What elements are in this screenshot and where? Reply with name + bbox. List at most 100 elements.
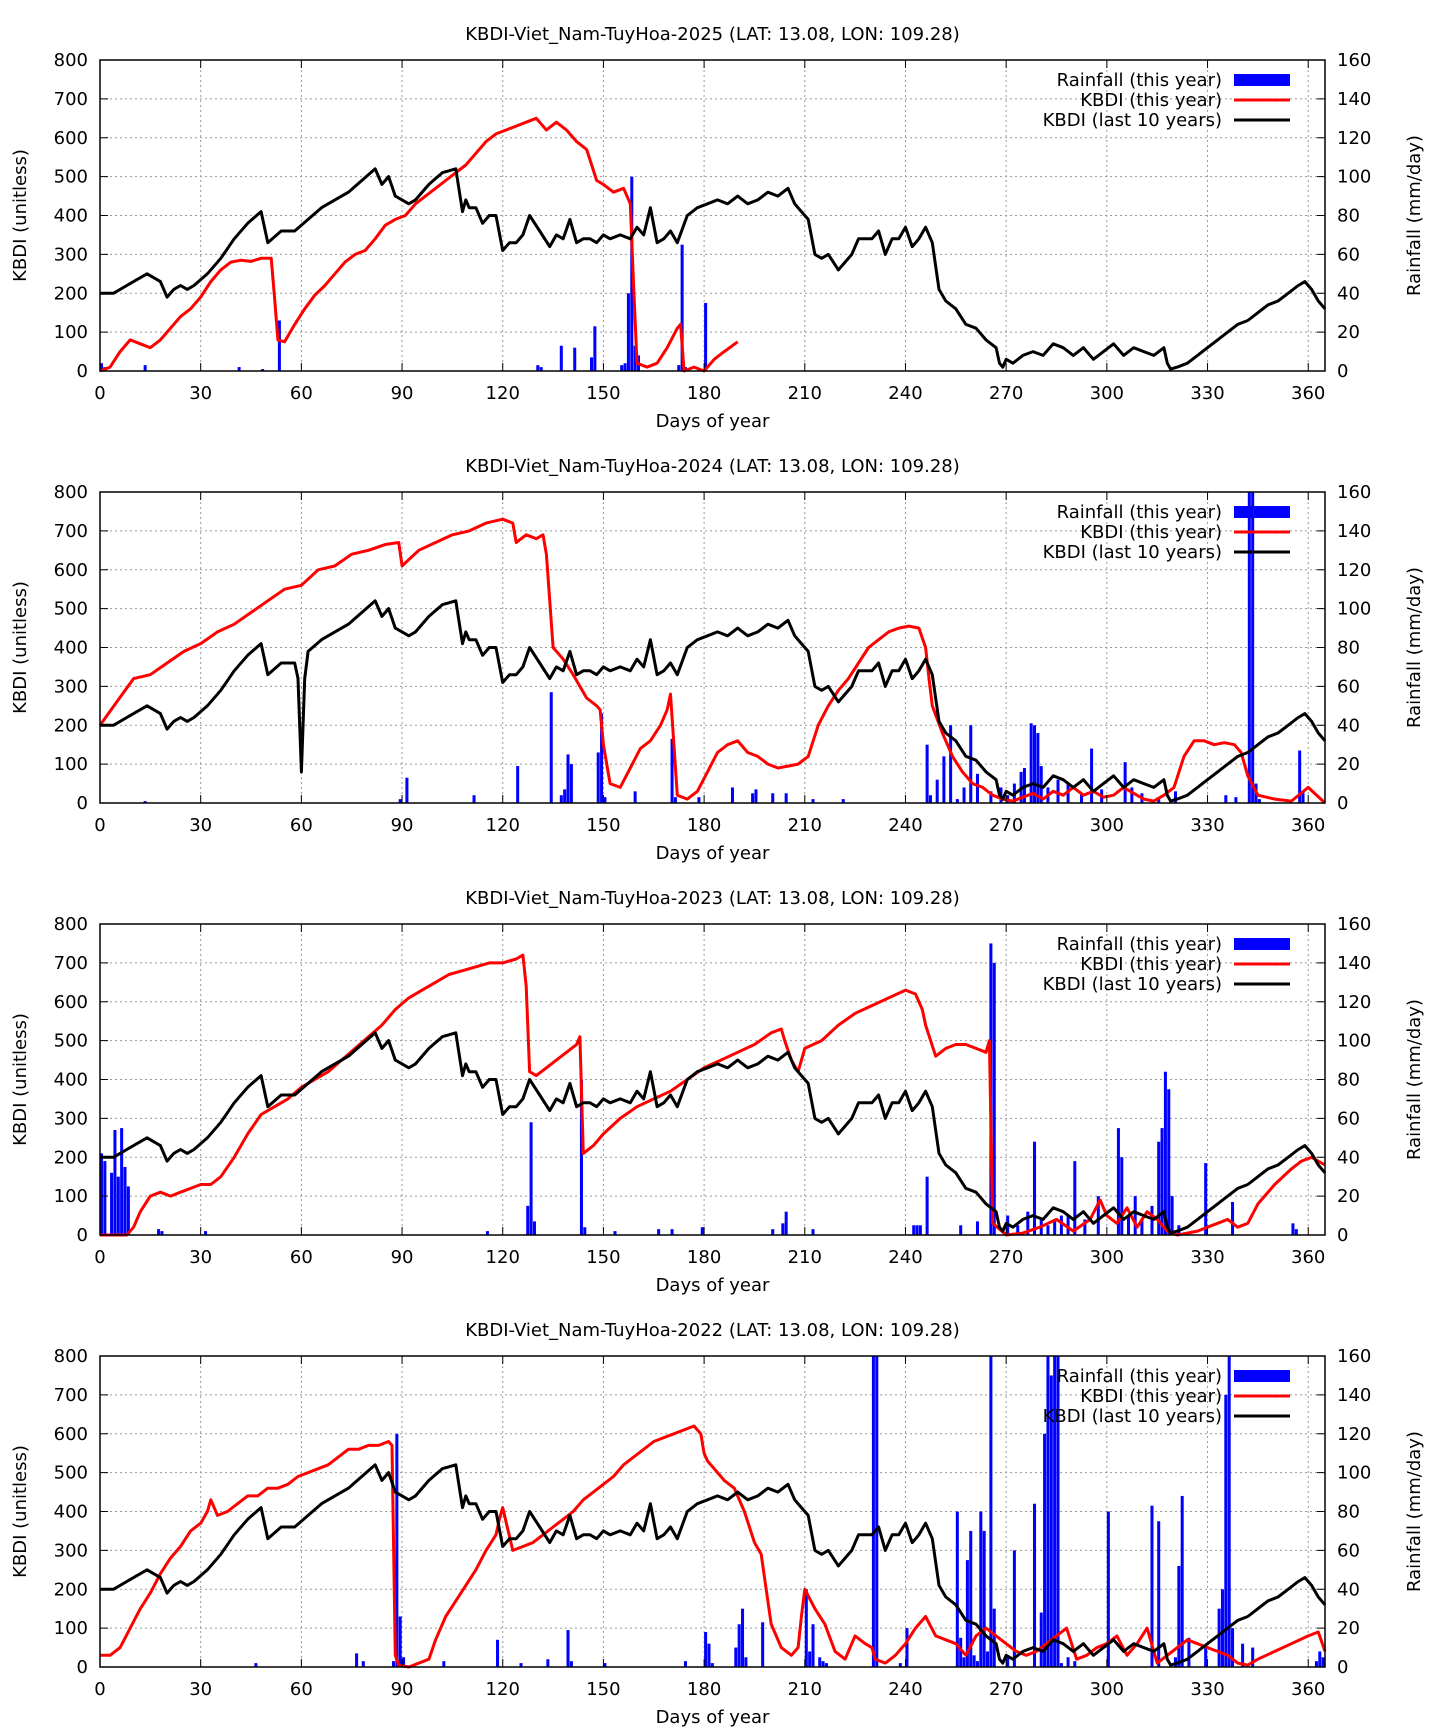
rainfall-bar bbox=[1012, 1550, 1016, 1667]
rainfall-bar bbox=[683, 1661, 687, 1667]
y-tick-label: 100 bbox=[54, 1618, 88, 1639]
y2-tick-label: 60 bbox=[1337, 244, 1360, 265]
rainfall-bar bbox=[737, 1624, 741, 1667]
rainfall-bar bbox=[1314, 1661, 1318, 1667]
x-tick-label: 240 bbox=[888, 815, 922, 836]
rainfall-bar bbox=[261, 369, 265, 371]
rainfall-bar bbox=[1046, 1225, 1050, 1235]
rainfall-bar bbox=[1106, 1511, 1110, 1667]
rainfall-bar bbox=[398, 1616, 402, 1667]
x-tick-label: 210 bbox=[788, 1247, 822, 1268]
rainfall-bar bbox=[677, 365, 681, 371]
x-tick-label: 210 bbox=[788, 815, 822, 836]
rainfall-bar bbox=[1318, 1651, 1322, 1667]
legend-label: KBDI (last 10 years) bbox=[1043, 542, 1222, 563]
rainfall-bar bbox=[741, 1608, 745, 1667]
legend: Rainfall (this year)KBDI (this year)KBDI… bbox=[1043, 502, 1290, 563]
y2-tick-label: 0 bbox=[1337, 1657, 1348, 1678]
x-tick-label: 360 bbox=[1291, 383, 1325, 404]
x-tick-label: 270 bbox=[989, 383, 1023, 404]
rainfall-bar bbox=[1140, 1219, 1144, 1235]
y-tick-label: 100 bbox=[54, 754, 88, 775]
y-tick-label: 100 bbox=[54, 1186, 88, 1207]
x-tick-label: 150 bbox=[586, 1679, 620, 1700]
rainfall-bar bbox=[734, 1647, 738, 1667]
rainfall-bar bbox=[962, 1657, 966, 1667]
y2-tick-label: 40 bbox=[1337, 715, 1360, 736]
rainfall-bar bbox=[975, 1221, 979, 1235]
rainfall-bar bbox=[710, 1663, 714, 1667]
y2-tick-label: 80 bbox=[1337, 638, 1360, 659]
y-tick-label: 400 bbox=[54, 1070, 88, 1091]
y-tick-label: 0 bbox=[77, 793, 88, 814]
rainfall-bar bbox=[1173, 791, 1177, 803]
rainfall-bar bbox=[1090, 748, 1094, 803]
y2-tick-label: 0 bbox=[1337, 1225, 1348, 1246]
kbdi-last-10-years-line bbox=[100, 1463, 1327, 1667]
rainfall-bar bbox=[935, 779, 939, 803]
rainfall-bar bbox=[157, 1229, 161, 1235]
rainfall-bar bbox=[949, 725, 953, 803]
rainfall-bar bbox=[391, 1661, 396, 1667]
x-tick-label: 360 bbox=[1291, 1679, 1325, 1700]
rainfall-bar bbox=[1204, 1163, 1208, 1235]
rainfall-bar bbox=[546, 1659, 550, 1667]
rainfall-bar bbox=[1224, 1394, 1228, 1667]
rainfall-bar bbox=[1150, 1505, 1154, 1667]
rainfall-bar bbox=[613, 1231, 617, 1235]
rainfall-bar bbox=[573, 347, 577, 371]
x-tick-label: 270 bbox=[989, 1679, 1023, 1700]
rainfall-bar bbox=[962, 787, 966, 803]
y-tick-label: 100 bbox=[54, 322, 88, 343]
rainfall-bar bbox=[804, 1589, 808, 1667]
rainfall-bar bbox=[1126, 1215, 1131, 1235]
y2-tick-label: 20 bbox=[1337, 322, 1360, 343]
x-tick-label: 30 bbox=[189, 383, 212, 404]
rainfall-bar bbox=[1083, 1219, 1087, 1235]
x-tick-label: 0 bbox=[94, 815, 105, 836]
legend: Rainfall (this year)KBDI (this year)KBDI… bbox=[1043, 70, 1290, 131]
x-tick-label: 300 bbox=[1090, 1247, 1124, 1268]
x-tick-label: 180 bbox=[687, 815, 721, 836]
x-tick-label: 300 bbox=[1090, 1679, 1124, 1700]
rainfall-bar bbox=[536, 365, 540, 371]
y2-tick-label: 160 bbox=[1337, 50, 1371, 71]
rainfall-bar bbox=[603, 797, 607, 803]
x-tick-label: 30 bbox=[189, 1247, 212, 1268]
rainfall-bar bbox=[143, 801, 147, 803]
rainfall-bar bbox=[871, 1356, 875, 1667]
y2-tick-label: 120 bbox=[1337, 992, 1371, 1013]
y-axis-label: KBDI (unitless) bbox=[10, 149, 31, 282]
rainfall-bar bbox=[1080, 793, 1084, 803]
x-tick-label: 30 bbox=[189, 815, 212, 836]
rainfall-bar bbox=[972, 1655, 976, 1667]
rainfall-bar bbox=[361, 1661, 365, 1667]
y2-tick-label: 140 bbox=[1337, 89, 1371, 110]
y-tick-label: 400 bbox=[54, 1502, 88, 1523]
legend-label: KBDI (this year) bbox=[1080, 1386, 1222, 1407]
legend-label: KBDI (this year) bbox=[1080, 522, 1222, 543]
rainfall-bar bbox=[1133, 1196, 1137, 1235]
x-tick-label: 240 bbox=[888, 1679, 922, 1700]
rainfall-bar bbox=[771, 1229, 775, 1235]
y-tick-label: 700 bbox=[54, 1385, 88, 1406]
y-tick-label: 800 bbox=[54, 482, 88, 503]
x-tick-label: 90 bbox=[391, 383, 414, 404]
x-tick-label: 120 bbox=[486, 1247, 520, 1268]
rainfall-bar bbox=[975, 1661, 979, 1667]
rainfall-bar bbox=[1251, 1647, 1255, 1667]
rainfall-bar bbox=[398, 799, 402, 803]
rainfall-bar bbox=[566, 1630, 570, 1667]
rainfall-bar bbox=[1220, 1589, 1224, 1667]
rainfall-bar bbox=[1053, 1219, 1057, 1235]
x-tick-label: 330 bbox=[1190, 383, 1224, 404]
x-tick-label: 300 bbox=[1090, 383, 1124, 404]
rainfall-bar bbox=[925, 744, 929, 803]
kbdi-last-10-years-line bbox=[100, 599, 1327, 803]
rainfall-bar bbox=[1204, 1647, 1208, 1667]
rainfall-bar bbox=[821, 1661, 825, 1667]
rainfall-bar bbox=[402, 1657, 406, 1667]
rainfall-bar bbox=[1321, 1657, 1325, 1667]
x-tick-label: 210 bbox=[788, 1679, 822, 1700]
